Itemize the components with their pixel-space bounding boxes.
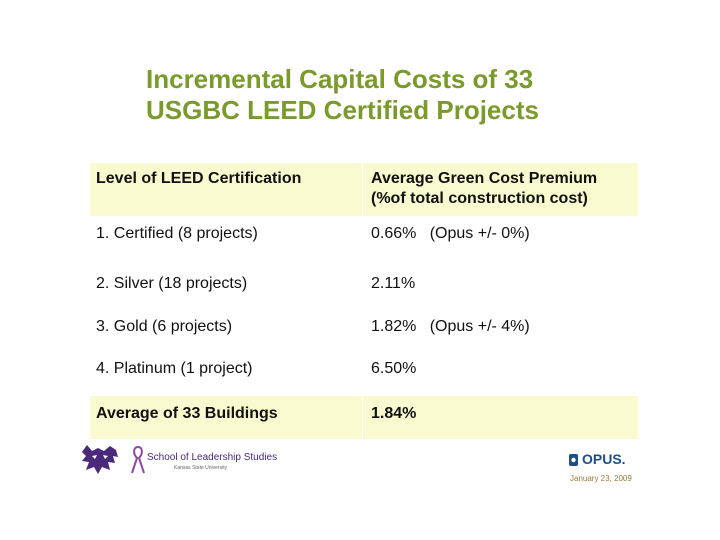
table-row: 1. Certified (8 projects) 0.66% (Opus +/… <box>90 216 638 262</box>
header-premium-line-2: (%of total construction cost) <box>371 190 588 207</box>
slide-title: Incremental Capital Costs of 33 USGBC LE… <box>146 64 666 126</box>
ksu-wildcat-logo-icon <box>82 445 118 474</box>
row-level: 3. Gold (6 projects) <box>96 318 233 335</box>
row-level: 2. Silver (18 projects) <box>96 275 248 292</box>
row-level: 1. Certified (8 projects) <box>96 225 258 242</box>
row-premium: 6.50% <box>371 360 417 377</box>
table-row: 3. Gold (6 projects) 1.82% (Opus +/- 4%) <box>90 306 638 348</box>
school-of-leadership-logo: School of Leadership Studies Kansas Stat… <box>130 445 310 477</box>
header-level: Level of LEED Certification <box>96 170 302 187</box>
footer-premium: 1.84% <box>371 405 417 422</box>
school-name: School of Leadership Studies <box>147 452 278 463</box>
school-sub: Kansas State University <box>174 465 228 471</box>
leed-cost-table: Level of LEED Certification Average Gree… <box>90 163 638 439</box>
table-header-row: Level of LEED Certification Average Gree… <box>90 163 638 216</box>
opus-logo: OPUS. <box>568 450 648 470</box>
opus-name: OPUS. <box>582 451 626 467</box>
opus-mark-icon <box>569 454 578 466</box>
row-premium: 2.11% <box>371 275 416 292</box>
table-row: 4. Platinum (1 project) 6.50% <box>90 348 638 396</box>
row-level: 4. Platinum (1 project) <box>96 360 253 377</box>
title-line-1: Incremental Capital Costs of 33 <box>146 64 534 94</box>
presentation-date: January 23, 2009 <box>570 474 632 483</box>
title-line-2: USGBC LEED Certified Projects <box>146 95 539 125</box>
row-premium: 0.66% (Opus +/- 0%) <box>371 225 530 242</box>
footer-level: Average of 33 Buildings <box>96 405 278 422</box>
ribbon-icon <box>131 446 145 474</box>
column-divider <box>362 163 363 439</box>
row-premium: 1.82% (Opus +/- 4%) <box>371 318 530 335</box>
table-row: 2. Silver (18 projects) 2.11% <box>90 262 638 306</box>
table-footer-row: Average of 33 Buildings 1.84% <box>90 396 638 439</box>
header-premium-line-1: Average Green Cost Premium <box>371 170 598 187</box>
